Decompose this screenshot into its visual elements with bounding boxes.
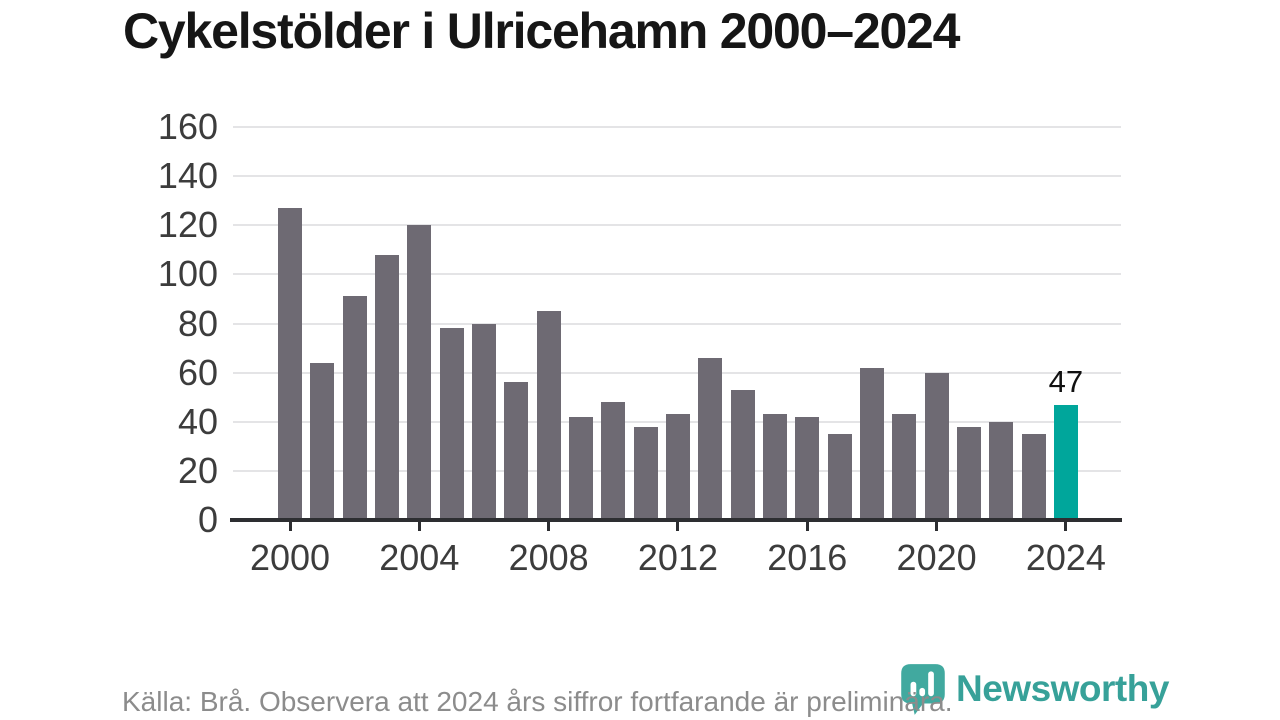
gridline-140 [233,175,1121,178]
bar-2011 [633,426,658,520]
bar-2023 [1021,434,1046,520]
y-axis-label-20: 20 [177,449,218,491]
bar-2012 [665,414,690,520]
gridline-100 [233,273,1121,276]
bar-2021 [956,426,981,520]
gridline-80 [233,322,1121,325]
bar-2013 [698,357,723,520]
bar-2019 [892,414,917,520]
bar-2008 [536,311,561,520]
bar-2004 [407,225,432,520]
x-tick-2012 [676,522,680,531]
bar-2000 [278,208,302,520]
x-axis-label-2008: 2008 [508,537,589,578]
gridline-120 [233,224,1121,227]
x-axis-label-2004: 2004 [379,537,460,578]
x-axis-label-2012: 2012 [637,537,718,578]
page-title: Cykelstölder i Ulricehamn 2000–2024 [123,3,960,59]
x-axis-line [230,518,1122,522]
bar-2020 [924,372,949,520]
x-tick-2024 [1064,522,1068,531]
y-axis-label-40: 40 [177,400,218,442]
bar-2015 [762,414,787,520]
bar-2007 [504,382,529,520]
source-note: Källa: Brå. Observera att 2024 års siffr… [122,686,953,717]
x-axis-label-2024: 2024 [1025,537,1106,578]
newsworthy-wordmark: Newsworthy [956,668,1169,709]
bar-2002 [342,296,367,520]
bar-2014 [730,389,755,520]
bar-2006 [471,323,496,520]
x-tick-2008 [547,522,551,531]
y-axis-label-60: 60 [177,351,218,393]
bar-2003 [374,254,399,520]
x-axis-label-2000: 2000 [249,537,331,578]
bar-2009 [568,416,593,520]
bar-2005 [439,328,464,520]
gridline-160 [233,126,1121,128]
y-axis-label-0: 0 [197,499,218,540]
bar-2018 [859,367,884,520]
value-label-2024: 47 [1048,363,1084,399]
bar-2016 [795,416,820,520]
y-axis-label-160: 160 [157,106,218,147]
bar-2010 [601,402,626,520]
y-axis-label-80: 80 [177,302,218,344]
bar-2001 [310,362,335,520]
y-axis-label-100: 100 [157,253,218,295]
bar-2017 [827,434,852,520]
gridline-60 [233,371,1121,374]
x-tick-2020 [935,522,939,531]
bar-2022 [989,421,1014,520]
x-tick-2000 [288,522,292,531]
x-axis-label-2016: 2016 [767,537,848,578]
bar-2024 [1053,404,1078,520]
bar-chart-plot-area [233,126,1121,520]
y-axis-label-120: 120 [157,204,218,246]
x-tick-2016 [805,522,809,531]
newsworthy-logo: Newsworthy [898,662,1169,718]
y-axis-label-140: 140 [157,155,218,197]
x-tick-2004 [417,522,421,531]
newsworthy-bubble-barchart-icon [901,664,945,715]
x-axis-label-2020: 2020 [896,537,977,578]
